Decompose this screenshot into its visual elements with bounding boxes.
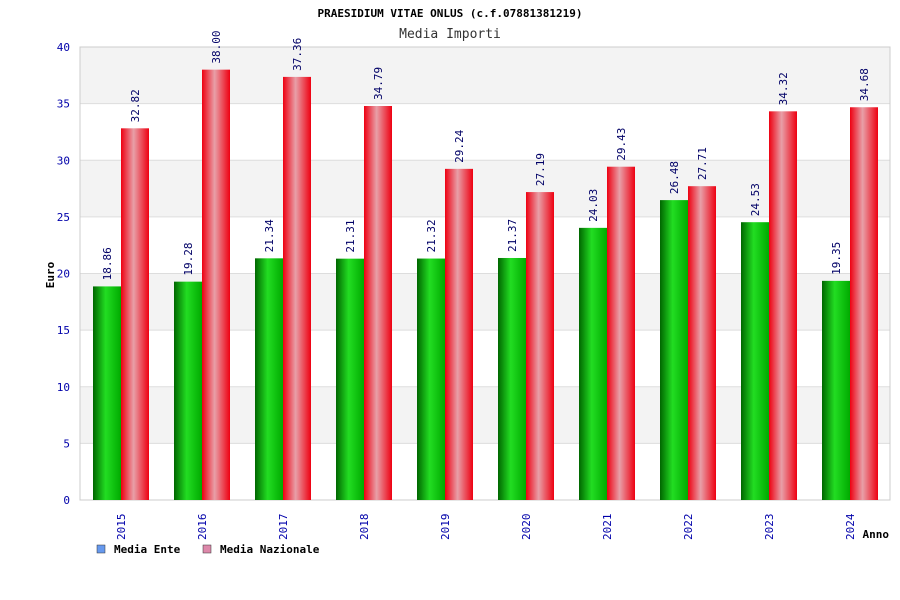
chart-subtitle: Media Importi xyxy=(399,27,501,42)
x-axis-ticks: 2015 2016 2017 2018 2019 2020 2021 2022 2023 2024 xyxy=(115,513,857,540)
bar-value-label: 24.53 xyxy=(749,183,762,216)
bar-value-label: 21.32 xyxy=(425,219,438,252)
bar-media-nazionale xyxy=(769,111,797,501)
y-tick-label: 20 xyxy=(57,268,70,281)
bar-value-label: 27.71 xyxy=(696,147,709,180)
bar-value-label: 29.43 xyxy=(615,128,628,161)
bar-media-ente xyxy=(174,281,202,500)
bar-media-ente xyxy=(660,200,688,500)
y-tick-label: 0 xyxy=(63,494,70,507)
legend-label: Media Ente xyxy=(114,543,181,556)
bar-media-ente xyxy=(417,258,445,500)
legend-swatch xyxy=(96,544,106,554)
plot-band xyxy=(80,47,890,104)
bar-media-ente xyxy=(336,258,364,500)
bar-media-nazionale xyxy=(202,69,230,501)
bar-media-nazionale xyxy=(445,168,473,500)
x-tick-label: 2020 xyxy=(520,514,533,541)
x-axis-label: Anno xyxy=(863,528,890,541)
bar-media-ente xyxy=(255,258,283,500)
bar-value-label: 34.79 xyxy=(372,67,385,100)
bar-value-label: 21.31 xyxy=(344,220,357,253)
x-tick-label: 2022 xyxy=(682,514,695,541)
legend-swatch xyxy=(202,544,212,554)
bar-value-label: 21.37 xyxy=(506,219,519,252)
bar-value-label: 32.82 xyxy=(129,89,142,122)
bar-value-label: 26.48 xyxy=(668,161,681,194)
x-tick-label: 2023 xyxy=(763,514,776,541)
bar-value-label: 29.24 xyxy=(453,129,466,162)
y-tick-label: 35 xyxy=(57,98,70,111)
bar-media-nazionale xyxy=(607,166,635,500)
x-tick-label: 2016 xyxy=(196,514,209,541)
plot-band xyxy=(80,160,890,217)
legend: Media Ente Media Nazionale xyxy=(96,543,320,556)
bar-media-ente xyxy=(822,280,850,500)
bar-media-nazionale xyxy=(688,186,716,500)
bar-media-nazionale xyxy=(121,128,149,500)
bar-value-label: 34.32 xyxy=(777,72,790,105)
bar-value-label: 19.35 xyxy=(830,242,843,275)
bar-value-label: 19.28 xyxy=(182,243,195,276)
legend-label: Media Nazionale xyxy=(220,543,320,556)
x-tick-label: 2018 xyxy=(358,514,371,541)
bar-media-ente xyxy=(579,227,607,501)
y-tick-label: 15 xyxy=(57,324,70,337)
x-tick-label: 2024 xyxy=(844,513,857,540)
y-tick-label: 40 xyxy=(57,41,70,54)
x-tick-label: 2015 xyxy=(115,514,128,541)
bar-media-ente xyxy=(741,222,769,500)
x-tick-label: 2017 xyxy=(277,514,290,541)
y-tick-label: 5 xyxy=(63,437,70,450)
plot-band xyxy=(80,103,890,161)
bar-value-label: 37.36 xyxy=(291,38,304,71)
bar-value-label: 18.86 xyxy=(101,247,114,280)
x-tick-label: 2021 xyxy=(601,514,614,541)
x-tick-label: 2019 xyxy=(439,514,452,541)
bar-media-ente xyxy=(93,286,121,500)
bar-media-nazionale xyxy=(526,192,554,501)
y-tick-label: 10 xyxy=(57,381,70,394)
y-tick-label: 30 xyxy=(57,154,70,167)
bar-media-nazionale xyxy=(283,76,311,500)
bar-value-label: 34.68 xyxy=(858,68,871,101)
bar-media-nazionale xyxy=(364,106,392,501)
y-axis-label: Euro xyxy=(44,261,57,288)
bar-value-label: 38.00 xyxy=(210,31,223,64)
bar-value-label: 21.34 xyxy=(263,219,276,252)
bar-value-label: 27.19 xyxy=(534,153,547,186)
chart-title: PRAESIDIUM VITAE ONLUS (c.f.07881381219) xyxy=(318,7,583,20)
bar-media-ente xyxy=(498,257,526,500)
bars: 18.86 32.82 19.28 38.00 21.34 37.36 21.31 34.79… xyxy=(93,31,878,501)
bar-value-label: 24.03 xyxy=(587,189,600,222)
bar-media-nazionale xyxy=(850,107,878,501)
plot-frame xyxy=(79,46,891,501)
y-axis-ticks: 0 5 10 15 20 25 30 35 40 xyxy=(57,41,70,507)
y-tick-label: 25 xyxy=(57,211,70,224)
